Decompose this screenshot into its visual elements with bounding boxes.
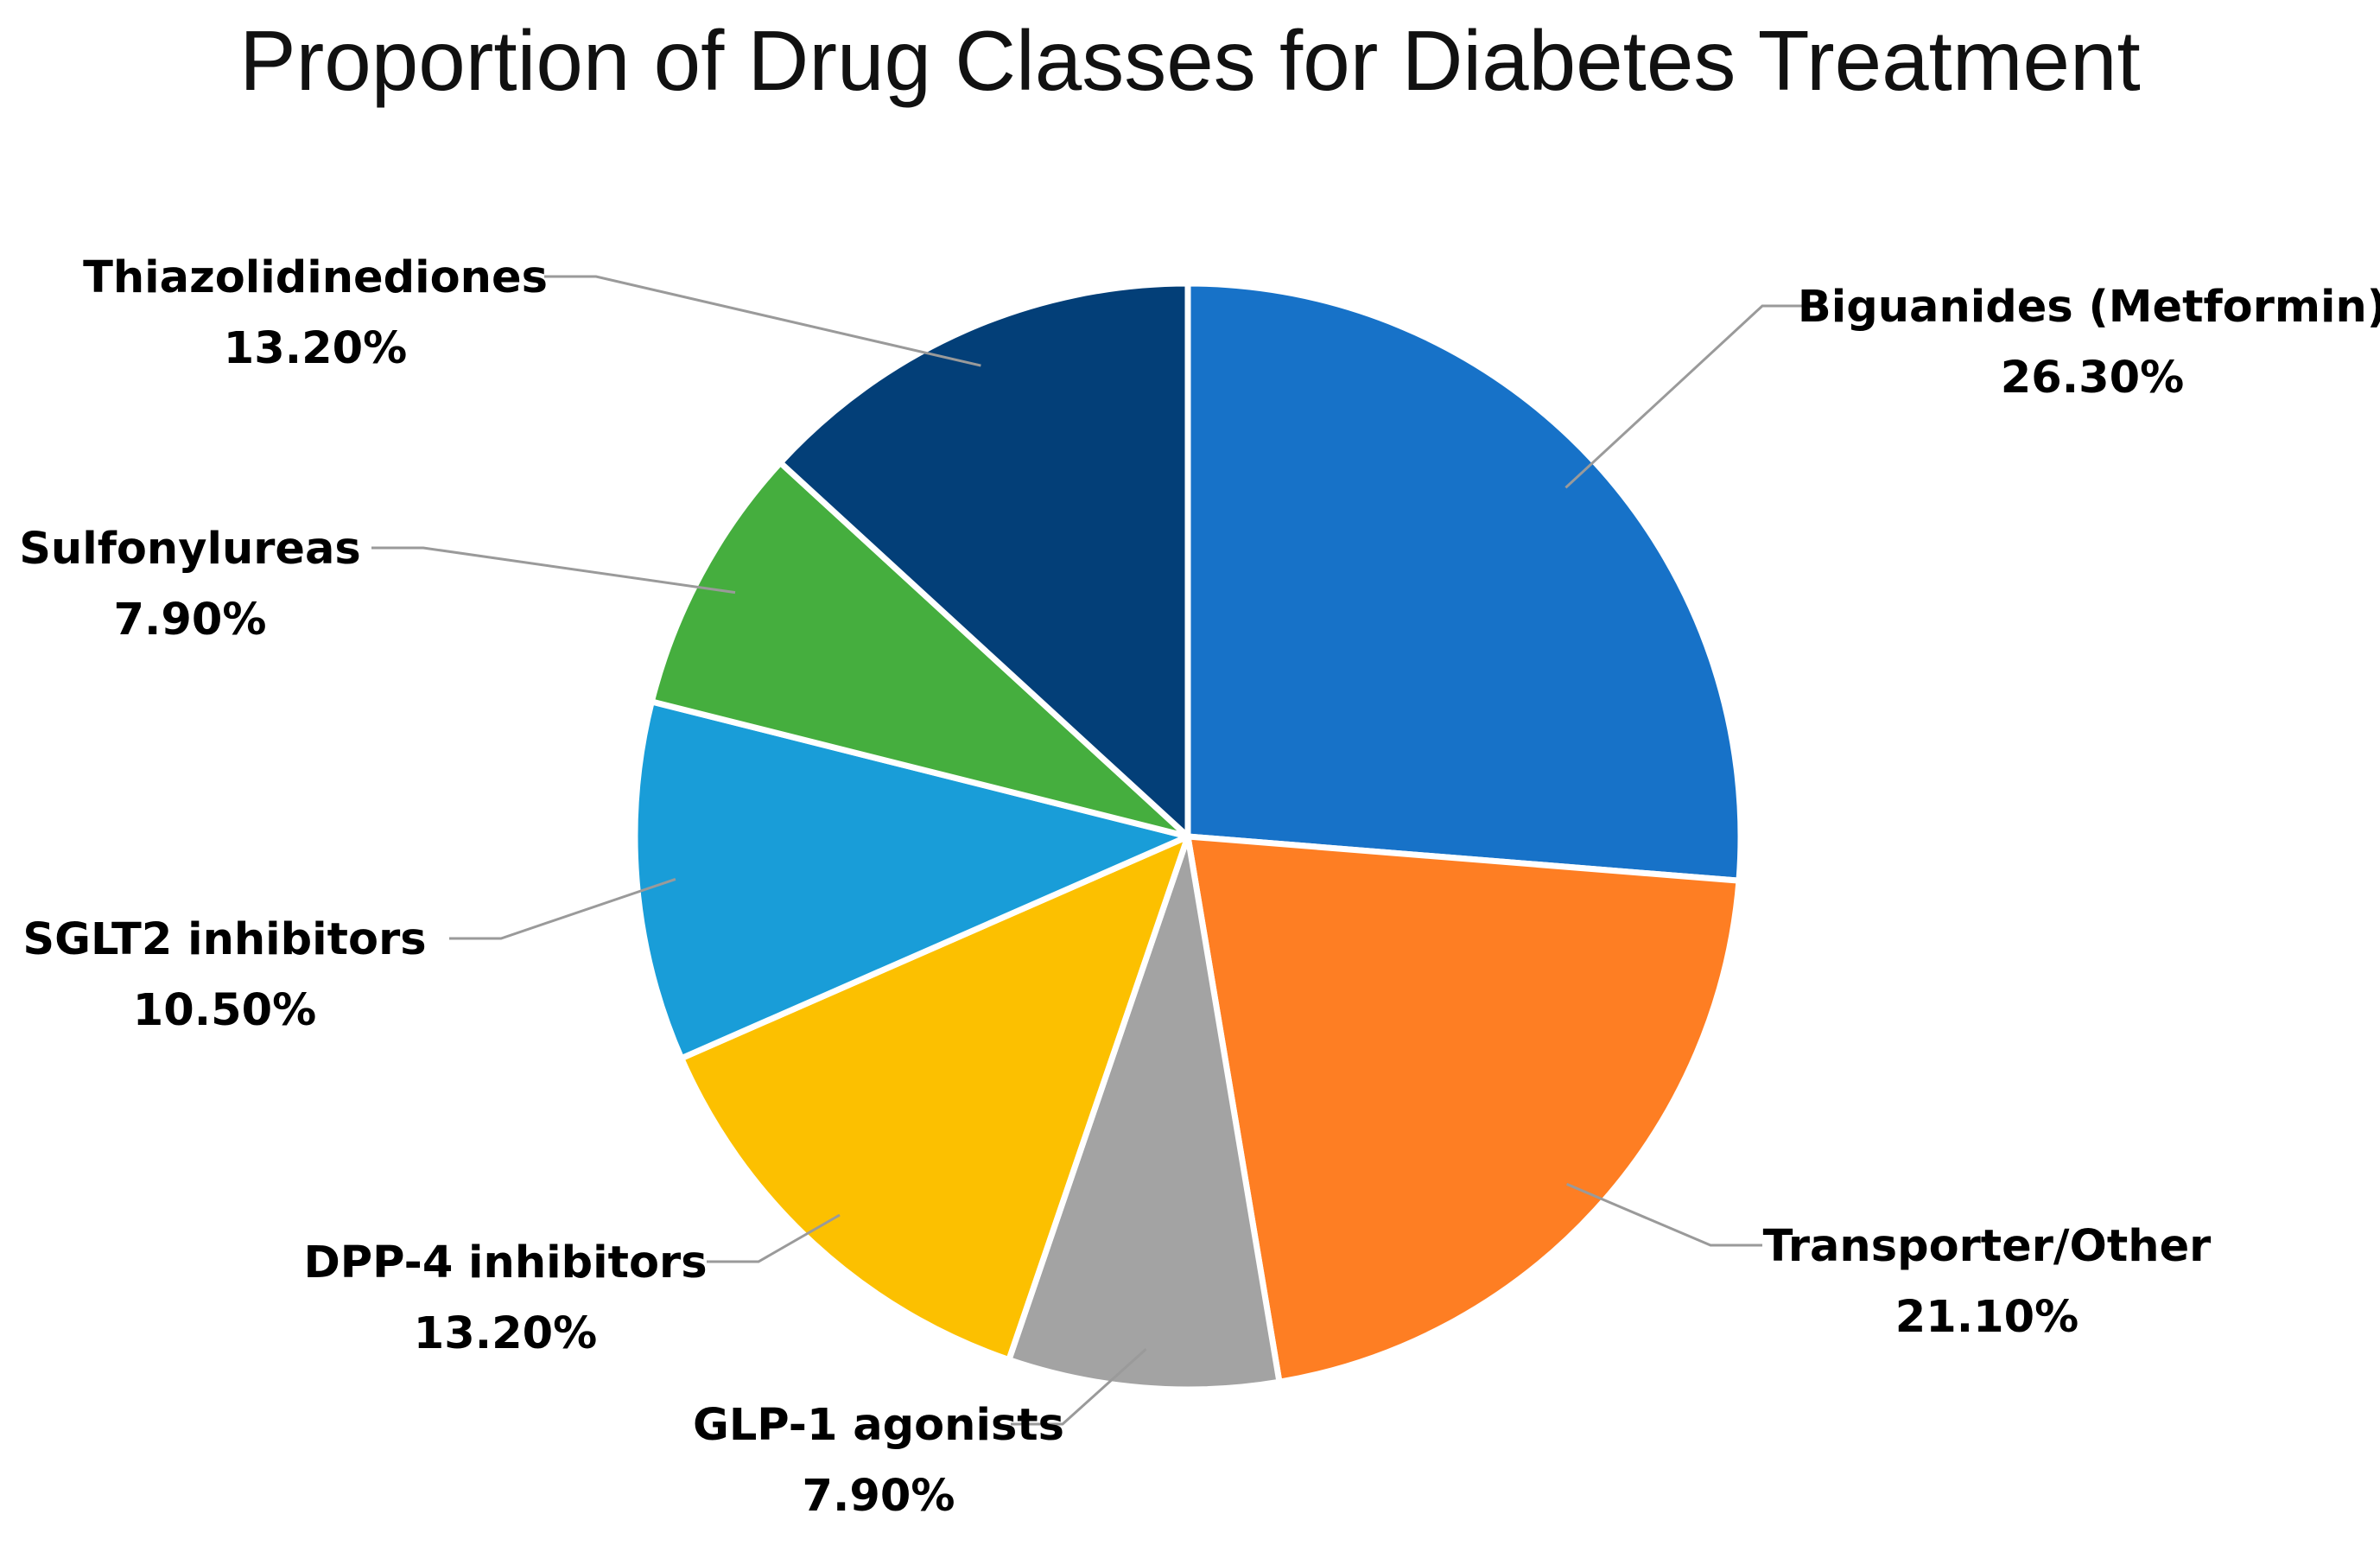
data-label-value-thiazolidinediones: 13.20% [224,323,407,374]
leader-line-biguanides-metformin [1564,304,1814,489]
data-label-value-transporter-other: 21.10% [1895,1292,2079,1343]
data-label-value-sulfonylureas: 7.90% [114,595,267,646]
pie-slice-biguanides-metformin[interactable] [1184,280,1744,884]
pie-slice-dpp-4-inhibitors[interactable] [678,833,1191,1364]
pie-slice-thiazolidinediones[interactable] [777,280,1191,840]
data-label-name-thiazolidinediones: Thiazolidinediones [83,252,548,303]
data-label-name-glp-1-agonists: GLP-1 agonists [693,1400,1064,1451]
data-label-value-biguanides-metformin: 26.30% [2001,353,2184,404]
data-label-name-biguanides-metformin: Biguanides (Metformin) [1798,282,2380,333]
pie-slice-sulfonylureas[interactable] [648,459,1191,840]
leader-line-glp-1-agonists [1011,1348,1147,1426]
data-label-name-dpp-4-inhibitors: DPP-4 inhibitors [303,1237,707,1288]
data-label-value-sglt2-inhibitors: 10.50% [133,985,316,1036]
leader-line-thiazolidinediones [544,275,981,367]
pie-slice-transporter-other[interactable] [1184,833,1742,1385]
data-label-name-sglt2-inhibitors: SGLT2 inhibitors [22,914,426,965]
data-label-value-glp-1-agonists: 7.90% [803,1471,955,1522]
leader-line-sulfonylureas [371,546,736,595]
chart-title: Proportion of Drug Classes for Diabetes … [239,13,2141,108]
leader-line-sglt2-inhibitors [449,877,676,940]
pie-slice-glp-1-agonists[interactable] [1006,833,1283,1393]
leader-line-transporter-other [1566,1182,1762,1247]
data-label-name-sulfonylureas: Sulfonylureas [19,524,361,575]
data-label-value-dpp-4-inhibitors: 13.20% [414,1308,597,1359]
leader-line-dpp-4-inhibitors [707,1213,841,1263]
pie-slice-sglt2-inhibitors[interactable] [631,698,1191,1062]
data-label-name-transporter-other: Transporter/Other [1763,1221,2212,1272]
